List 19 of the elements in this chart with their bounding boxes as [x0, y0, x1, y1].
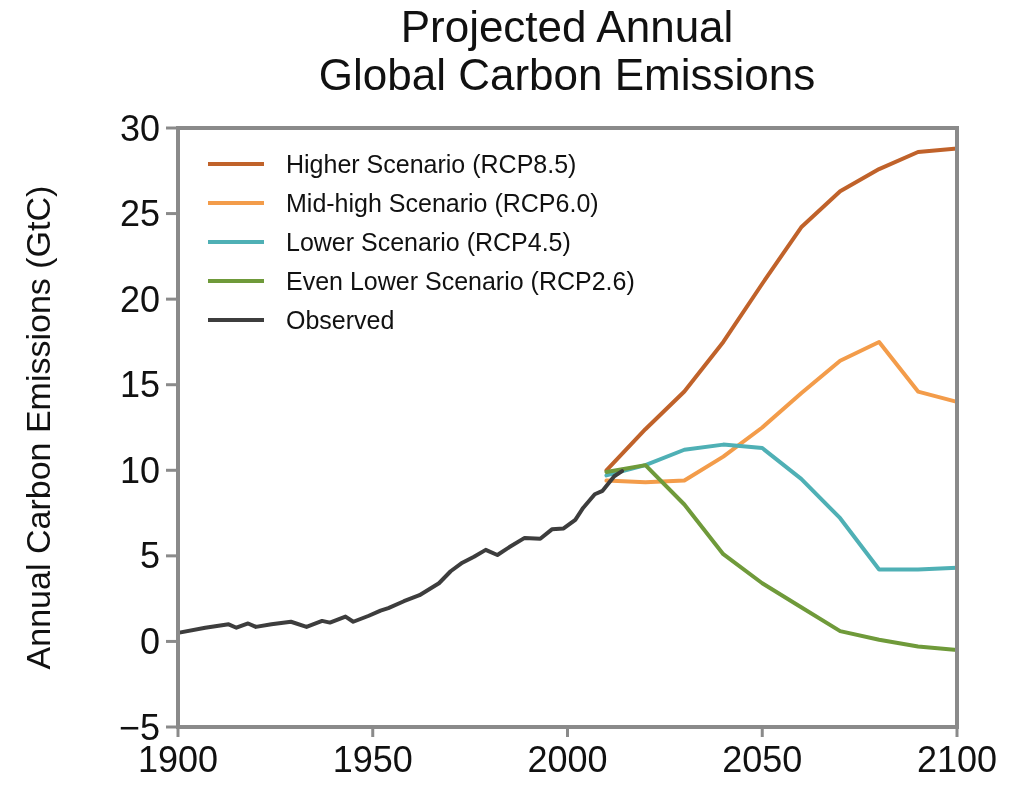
legend-label: Mid-high Scenario (RCP6.0)	[286, 188, 599, 217]
legend-label: Even Lower Scenario (RCP2.6)	[286, 266, 635, 295]
x-tick-label: 2000	[527, 739, 608, 780]
y-tick-label: 15	[119, 364, 160, 406]
y-axis-title: Annual Carbon Emissions (GtC)	[19, 185, 57, 670]
legend-label: Observed	[286, 305, 395, 334]
y-tick-label: 30	[119, 107, 160, 149]
y-tick-label: 0	[139, 621, 160, 663]
legend-label: Higher Scenario (RCP8.5)	[286, 149, 577, 178]
y-tick-label: 25	[119, 193, 160, 235]
x-tick-label: 1950	[332, 739, 413, 780]
y-tick-label: 20	[119, 278, 160, 320]
x-tick-label: 2050	[722, 739, 803, 780]
y-tick-label: 5	[139, 535, 160, 577]
x-tick-label: 2100	[916, 739, 998, 780]
x-tick-label: 1900	[137, 739, 219, 780]
chart-title: Projected Annual Global Carbon Emissions	[318, 2, 816, 99]
y-tick-label: 10	[119, 449, 160, 491]
legend-label: Lower Scenario (RCP4.5)	[286, 227, 571, 256]
